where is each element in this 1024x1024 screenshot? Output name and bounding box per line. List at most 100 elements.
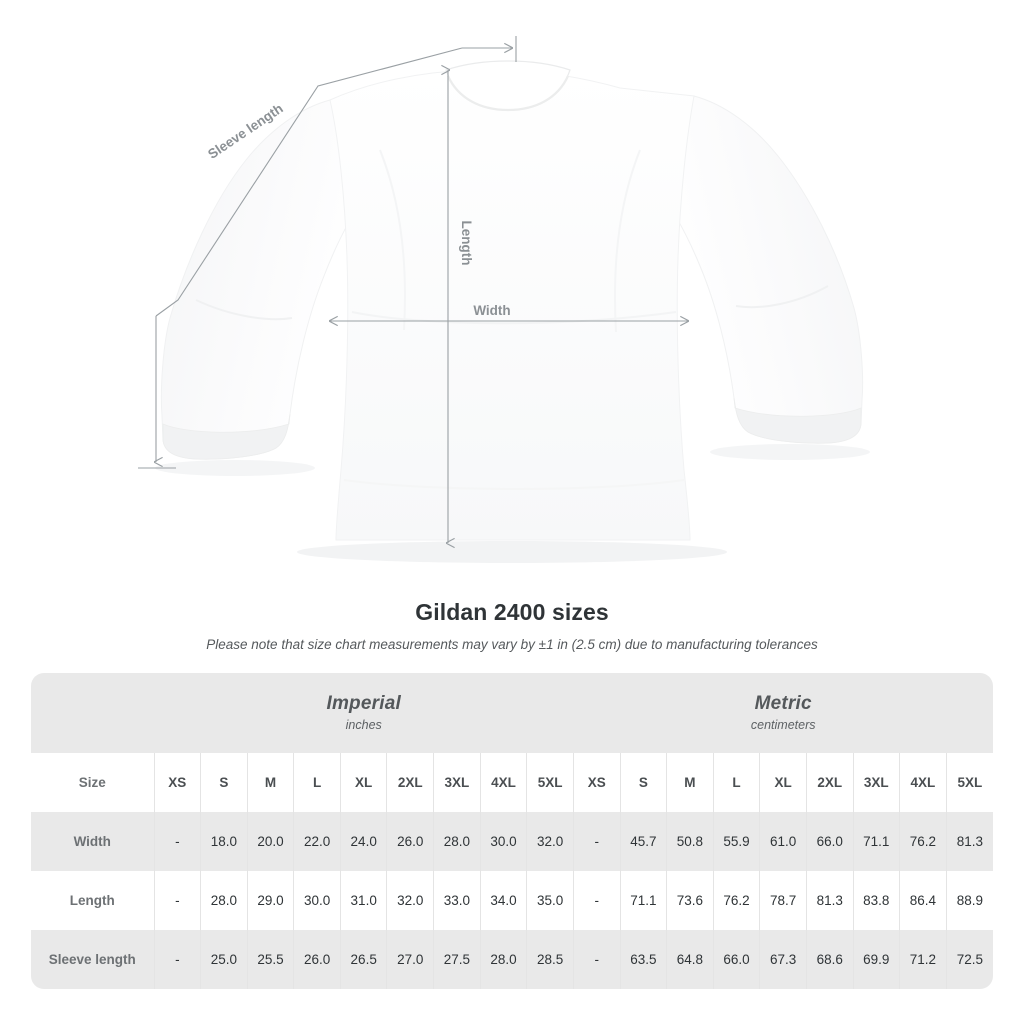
unit-group-imperial: Imperial inches — [154, 673, 574, 753]
unit-group-imperial-name: Imperial — [326, 693, 401, 714]
size-header-metric-xs: XS — [572, 753, 621, 812]
size-header-row: Size XS S M L XL 2XL 3XL 4XL 5XL XS S M … — [31, 753, 993, 812]
cell-sleeve-imperial-m: 25.5 — [246, 930, 294, 989]
cell-length-metric-xl: 78.7 — [759, 871, 807, 930]
width-label: Width — [473, 303, 510, 318]
garment-illustration: Sleeve length Length Width — [138, 36, 870, 563]
unit-banner-spacer — [31, 673, 155, 753]
cell-sleeve-metric-xl: 67.3 — [759, 930, 807, 989]
cell-length-metric-4xl: 86.4 — [899, 871, 947, 930]
cell-width-metric-l: 55.9 — [712, 812, 760, 871]
cell-sleeve-imperial-2xl: 27.0 — [386, 930, 434, 989]
size-header-imperial-xl: XL — [339, 753, 387, 812]
cell-length-imperial-5xl: 35.0 — [526, 871, 574, 930]
cell-sleeve-metric-2xl: 68.6 — [805, 930, 853, 989]
shirt-body-shape — [155, 60, 870, 563]
size-header-metric-5xl: 5XL — [945, 753, 993, 812]
page-title: Gildan 2400 sizes — [415, 599, 609, 625]
length-label: Length — [459, 221, 474, 266]
cell-width-imperial-4xl: 30.0 — [479, 812, 527, 871]
cell-length-imperial-3xl: 33.0 — [433, 871, 481, 930]
size-header-label: Size — [31, 753, 155, 812]
size-header-metric-3xl: 3XL — [852, 753, 900, 812]
cell-width-metric-m: 50.8 — [666, 812, 714, 871]
size-header-imperial-4xl: 4XL — [479, 753, 527, 812]
cell-length-imperial-2xl: 32.0 — [386, 871, 434, 930]
size-header-metric-2xl: 2XL — [805, 753, 853, 812]
sleeve-length-guide — [138, 36, 517, 469]
cell-width-metric-xs: - — [572, 812, 621, 871]
cell-sleeve-metric-3xl: 69.9 — [852, 930, 900, 989]
cell-width-imperial-s: 18.0 — [200, 812, 248, 871]
cell-width-metric-xl: 61.0 — [759, 812, 807, 871]
table-row-length: Length - 28.0 29.0 30.0 31.0 32.0 33.0 3… — [31, 871, 993, 930]
unit-group-metric-name: Metric — [754, 693, 812, 714]
cell-width-imperial-xs: - — [153, 812, 201, 871]
size-label-text: Size — [78, 774, 106, 790]
cell-width-metric-2xl: 66.0 — [805, 812, 853, 871]
row-label-width: Width — [31, 812, 155, 871]
cell-length-imperial-xs: - — [153, 871, 201, 930]
cell-length-imperial-xl: 31.0 — [339, 871, 387, 930]
size-header-metric-xl: XL — [759, 753, 807, 812]
size-header-metric-l: L — [712, 753, 760, 812]
unit-group-metric: Metric centimeters — [573, 673, 993, 753]
cell-sleeve-imperial-3xl: 27.5 — [433, 930, 481, 989]
table-row-width: Width - 18.0 20.0 22.0 24.0 26.0 28.0 30… — [31, 812, 993, 871]
title-block: Gildan 2400 sizes Please note that size … — [0, 598, 1024, 654]
cell-length-imperial-4xl: 34.0 — [479, 871, 527, 930]
cell-length-imperial-m: 29.0 — [246, 871, 294, 930]
cell-length-metric-l: 76.2 — [712, 871, 760, 930]
size-header-imperial-l: L — [293, 753, 341, 812]
cell-length-metric-m: 73.6 — [666, 871, 714, 930]
size-header-imperial-3xl: 3XL — [433, 753, 481, 812]
cell-sleeve-metric-l: 66.0 — [712, 930, 760, 989]
unit-banner-row: Imperial inches Metric centimeters — [31, 673, 993, 753]
cell-sleeve-imperial-5xl: 28.5 — [526, 930, 574, 989]
row-label-length: Length — [31, 871, 155, 930]
cell-width-metric-5xl: 81.3 — [945, 812, 993, 871]
size-chart-table: Imperial inches Metric centimeters Size … — [31, 673, 993, 989]
cell-sleeve-imperial-l: 26.0 — [293, 930, 341, 989]
size-header-metric-s: S — [619, 753, 667, 812]
size-header-imperial-s: S — [200, 753, 248, 812]
size-header-imperial-5xl: 5XL — [526, 753, 574, 812]
cell-length-metric-5xl: 88.9 — [945, 871, 993, 930]
cell-sleeve-imperial-4xl: 28.0 — [479, 930, 527, 989]
cell-length-imperial-l: 30.0 — [293, 871, 341, 930]
row-label-sleeve-length: Sleeve length — [31, 930, 155, 989]
cell-sleeve-metric-xs: - — [572, 930, 621, 989]
cell-width-metric-s: 45.7 — [619, 812, 667, 871]
cell-sleeve-imperial-xs: - — [153, 930, 201, 989]
cell-width-imperial-l: 22.0 — [293, 812, 341, 871]
size-header-metric-m: M — [666, 753, 714, 812]
size-header-imperial-xs: XS — [153, 753, 201, 812]
table-row-sleeve-length: Sleeve length - 25.0 25.5 26.0 26.5 27.0… — [31, 930, 993, 989]
cell-width-imperial-5xl: 32.0 — [526, 812, 574, 871]
size-header-imperial-2xl: 2XL — [386, 753, 434, 812]
size-header-metric-4xl: 4XL — [899, 753, 947, 812]
cell-sleeve-imperial-s: 25.0 — [200, 930, 248, 989]
size-header-imperial-m: M — [246, 753, 294, 812]
unit-group-metric-sub: centimeters — [750, 718, 816, 732]
cell-width-metric-4xl: 76.2 — [899, 812, 947, 871]
cell-sleeve-metric-m: 64.8 — [666, 930, 714, 989]
cell-length-metric-2xl: 81.3 — [805, 871, 853, 930]
cell-length-metric-3xl: 83.8 — [852, 871, 900, 930]
tolerance-note: Please note that size chart measurements… — [206, 637, 818, 652]
cell-width-imperial-m: 20.0 — [246, 812, 294, 871]
cell-length-metric-xs: - — [572, 871, 621, 930]
cell-width-imperial-xl: 24.0 — [339, 812, 387, 871]
cell-sleeve-metric-5xl: 72.5 — [945, 930, 993, 989]
cell-sleeve-metric-s: 63.5 — [619, 930, 667, 989]
size-chart-table-wrapper: Imperial inches Metric centimeters Size … — [31, 673, 993, 989]
cell-width-imperial-2xl: 26.0 — [386, 812, 434, 871]
cell-width-imperial-3xl: 28.0 — [433, 812, 481, 871]
cell-width-metric-3xl: 71.1 — [852, 812, 900, 871]
cell-sleeve-metric-4xl: 71.2 — [899, 930, 947, 989]
unit-group-imperial-sub: inches — [345, 718, 382, 732]
cell-sleeve-imperial-xl: 26.5 — [339, 930, 387, 989]
cell-length-imperial-s: 28.0 — [200, 871, 248, 930]
cell-length-metric-s: 71.1 — [619, 871, 667, 930]
measurement-guides — [138, 36, 688, 543]
